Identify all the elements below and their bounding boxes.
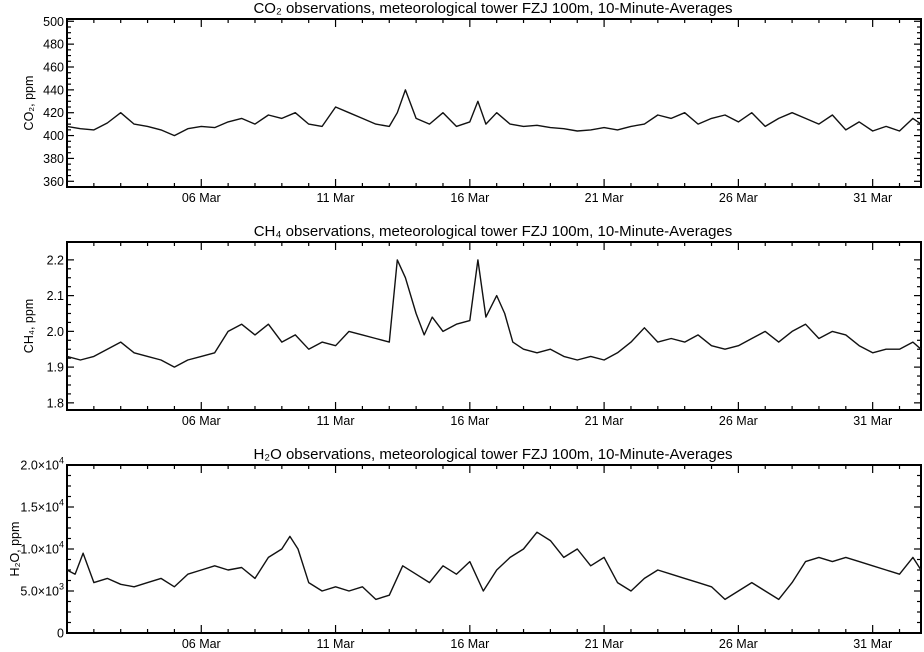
co2-xtick-label: 26 Mar (719, 191, 758, 205)
co2-ytick-label: 480 (43, 38, 64, 52)
co2-ytick-label: 420 (43, 106, 64, 120)
co2-panel: CO₂ observations, meteorological tower F… (22, 0, 922, 205)
ch4-x-axis: 06 Mar 11 Mar 16 Mar 21 Mar 26 Mar 31 Mar (66, 242, 901, 428)
h2o-ytick-label: 0 (57, 627, 64, 641)
co2-ytick-label: 380 (43, 152, 64, 166)
co2-series (66, 89, 922, 137)
ch4-xtick-label: 26 Mar (719, 414, 758, 428)
h2o-plot-frame (66, 464, 922, 634)
h2o-ytick-label: 1.5×104 (20, 498, 64, 515)
ch4-xtick-label: 16 Mar (450, 414, 489, 428)
co2-ytick-label: 500 (43, 15, 64, 29)
ch4-y-axis-label: CH₄, ppm (22, 299, 36, 353)
h2o-y-axis: 0 5.0×103 1.0×104 1.5×104 2.0×104 (20, 456, 921, 641)
co2-xtick-label: 31 Mar (853, 191, 892, 205)
ch4-xtick-label: 11 Mar (317, 414, 355, 428)
h2o-xtick-label: 06 Mar (182, 637, 221, 651)
co2-x-axis: 06 Mar 11 Mar 16 Mar 21 Mar 26 Mar 31 Mar (66, 19, 901, 205)
h2o-x-axis: 06 Mar 11 Mar 16 Mar 21 Mar 26 Mar 31 Mar (66, 465, 901, 651)
h2o-xtick-label: 21 Mar (585, 637, 624, 651)
h2o-panel: H₂O observations, meteorological tower F… (8, 446, 922, 651)
ch4-panel: CH₄ observations, meteorological tower F… (22, 223, 922, 428)
h2o-chart-title: H₂O observations, meteorological tower F… (253, 446, 732, 463)
ch4-ytick-label: 1.9 (47, 361, 64, 375)
ch4-xtick-label: 31 Mar (853, 414, 892, 428)
ch4-series (66, 259, 922, 368)
co2-ytick-label: 440 (43, 83, 64, 97)
ch4-ytick-label: 1.8 (47, 396, 64, 410)
ch4-y-axis: 1.8 1.9 2.0 2.1 2.2 (47, 253, 921, 410)
co2-xtick-label: 16 Mar (450, 191, 489, 205)
h2o-ytick-label: 5.0×103 (20, 582, 64, 599)
co2-plot-frame (66, 18, 922, 188)
co2-ytick-label: 400 (43, 129, 64, 143)
ch4-ytick-label: 2.0 (47, 325, 64, 339)
ch4-ytick-label: 2.2 (47, 253, 64, 267)
h2o-xtick-label: 16 Mar (450, 637, 489, 651)
h2o-xtick-label: 11 Mar (317, 637, 355, 651)
ch4-xtick-label: 06 Mar (182, 414, 221, 428)
h2o-xtick-label: 31 Mar (853, 637, 892, 651)
h2o-series-line (66, 531, 922, 601)
co2-series-line (66, 89, 922, 137)
co2-xtick-label: 06 Mar (182, 191, 221, 205)
co2-chart-title: CO₂ observations, meteorological tower F… (253, 0, 732, 17)
co2-y-axis: 360 380 400 420 440 460 480 500 (43, 15, 921, 189)
h2o-ytick-label: 1.0×104 (20, 540, 64, 557)
ch4-chart-title: CH₄ observations, meteorological tower F… (254, 223, 733, 240)
h2o-y-axis-label: H₂O, ppm (8, 522, 22, 577)
ch4-plot-frame (66, 241, 922, 411)
co2-y-axis-label: CO₂, ppm (22, 76, 36, 131)
ch4-series-line (66, 259, 922, 368)
co2-xtick-label: 21 Mar (585, 191, 624, 205)
ch4-ytick-label: 2.1 (47, 289, 64, 303)
co2-ytick-label: 360 (43, 175, 64, 189)
co2-ytick-label: 460 (43, 61, 64, 75)
co2-xtick-label: 11 Mar (317, 191, 355, 205)
h2o-xtick-label: 26 Mar (719, 637, 758, 651)
ch4-xtick-label: 21 Mar (585, 414, 624, 428)
h2o-ytick-label: 2.0×104 (20, 456, 64, 473)
h2o-series (66, 531, 922, 601)
